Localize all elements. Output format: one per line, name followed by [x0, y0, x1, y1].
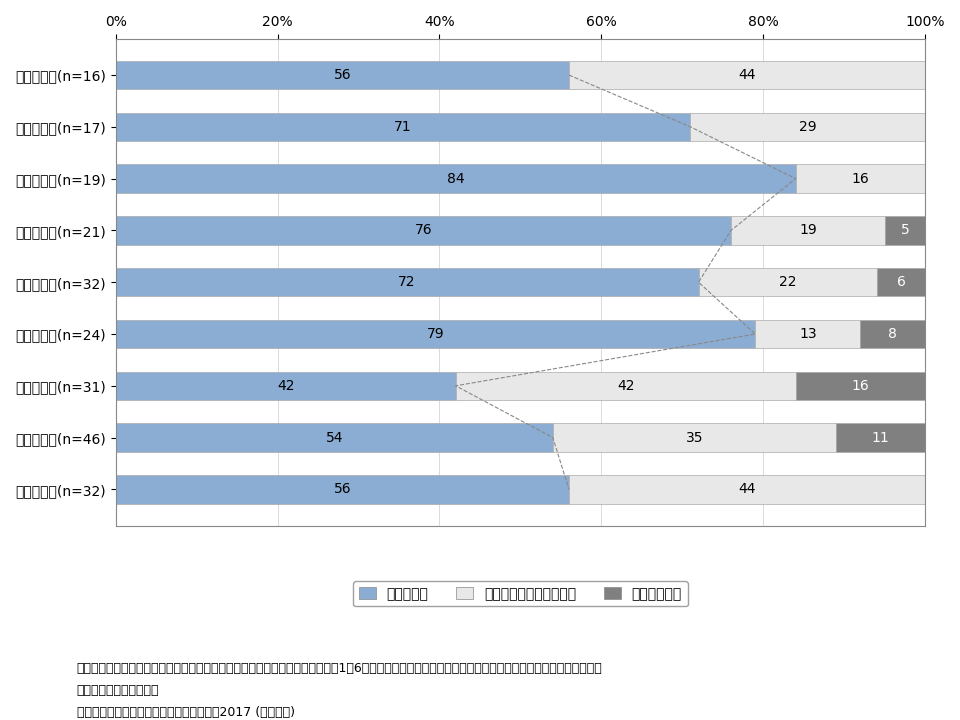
Text: 16: 16: [852, 171, 870, 186]
Text: 5: 5: [900, 223, 909, 238]
Text: 35: 35: [685, 431, 704, 444]
Text: 11: 11: [872, 431, 890, 444]
Text: 出所：子どものケータイ利用に関する調査2017 (訪問面接): 出所：子どものケータイ利用に関する調査2017 (訪問面接): [77, 706, 295, 719]
Text: 42: 42: [276, 379, 295, 393]
Bar: [115, 268, 699, 297]
Bar: [569, 61, 925, 89]
Text: 16: 16: [852, 379, 870, 393]
Text: 56: 56: [333, 482, 351, 496]
Bar: [796, 372, 925, 400]
Text: 6: 6: [897, 275, 905, 289]
Text: 29: 29: [799, 120, 817, 134]
Bar: [569, 475, 925, 503]
Text: 注：子どものスマホ・ケータイ利用について親子間でルールを定めている関東1都6県在住の小中学生をもつ保護者が回答。「わからない・答えたくない」: 注：子どものスマホ・ケータイ利用について親子間でルールを定めている関東1都6県在…: [77, 662, 603, 675]
Bar: [115, 61, 569, 89]
Bar: [796, 164, 925, 193]
Text: 8: 8: [888, 327, 898, 341]
Bar: [756, 320, 860, 348]
Bar: [115, 216, 731, 245]
Text: 22: 22: [779, 275, 797, 289]
Bar: [876, 268, 925, 297]
Bar: [115, 164, 796, 193]
Bar: [115, 475, 569, 503]
Text: 44: 44: [738, 68, 756, 82]
Text: 54: 54: [325, 431, 343, 444]
Bar: [553, 423, 836, 452]
Text: 76: 76: [415, 223, 432, 238]
Bar: [885, 216, 925, 245]
Text: 72: 72: [398, 275, 416, 289]
Bar: [836, 423, 925, 452]
Bar: [860, 320, 925, 348]
Text: 42: 42: [617, 379, 635, 393]
Bar: [115, 372, 456, 400]
Bar: [690, 112, 925, 141]
Bar: [456, 372, 796, 400]
Text: 13: 13: [799, 327, 817, 341]
Text: 44: 44: [738, 482, 756, 496]
Text: 79: 79: [426, 327, 444, 341]
Text: 84: 84: [446, 171, 465, 186]
Text: とした回答者は除く。: とした回答者は除く。: [77, 684, 159, 697]
Bar: [731, 216, 885, 245]
Text: 56: 56: [333, 68, 351, 82]
Text: 19: 19: [799, 223, 817, 238]
Bar: [699, 268, 876, 297]
Legend: 守っている, 守れなかったことがある, 守っていない: 守っている, 守れなかったことがある, 守っていない: [353, 581, 687, 606]
Bar: [115, 423, 553, 452]
Bar: [115, 320, 756, 348]
Text: 71: 71: [395, 120, 412, 134]
Bar: [115, 112, 690, 141]
